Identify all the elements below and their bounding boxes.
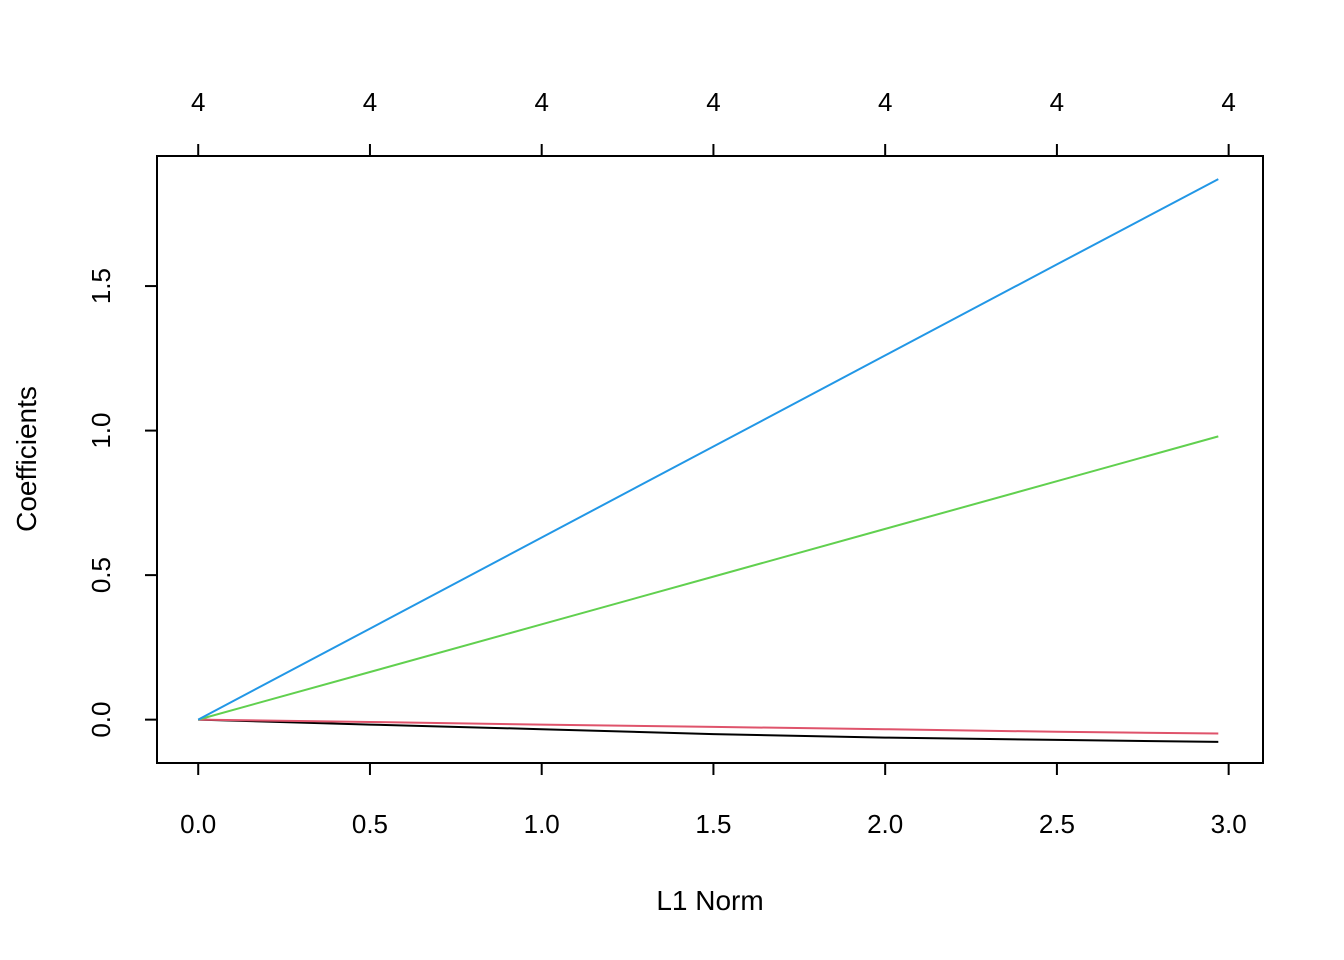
top-tick-label: 4: [363, 87, 377, 117]
x-tick-label: 2.5: [1039, 809, 1075, 839]
series-layer: [197, 178, 1219, 743]
top-tick-label: 4: [1050, 87, 1064, 117]
x-tick-label: 3.0: [1211, 809, 1247, 839]
series-line-3: [197, 435, 1219, 721]
x-tick-label: 0.5: [352, 809, 388, 839]
y-tick-label: 0.0: [86, 702, 116, 738]
top-tick-label: 4: [878, 87, 892, 117]
y-axis-title: Coefficients: [11, 386, 42, 532]
top-tick-label: 4: [706, 87, 720, 117]
top-tick-label: 4: [1221, 87, 1235, 117]
top-tick-label: 4: [191, 87, 205, 117]
x-tick-label: 0.0: [180, 809, 216, 839]
top-axis: 4 4 4 4 4 4 4: [191, 87, 1236, 157]
y-tick-label: 1.5: [86, 268, 116, 304]
series-line-2: [198, 718, 1219, 735]
series-line-4: [197, 178, 1219, 721]
x-tick-label: 1.5: [695, 809, 731, 839]
top-tick-label: 4: [534, 87, 548, 117]
x-axis-title: L1 Norm: [656, 885, 763, 916]
x-tick-label: 1.0: [524, 809, 560, 839]
y-tick-label: 0.5: [86, 557, 116, 593]
y-tick-label: 1.0: [86, 413, 116, 449]
series-line-1: [198, 718, 1219, 743]
plot-frame: [156, 155, 1264, 764]
x-tick-label: 2.0: [867, 809, 903, 839]
y-axis: 0.0 0.5 1.0 1.5: [86, 268, 158, 738]
x-axis: 0.0 0.5 1.0 1.5 2.0 2.5 3.0: [180, 762, 1247, 839]
